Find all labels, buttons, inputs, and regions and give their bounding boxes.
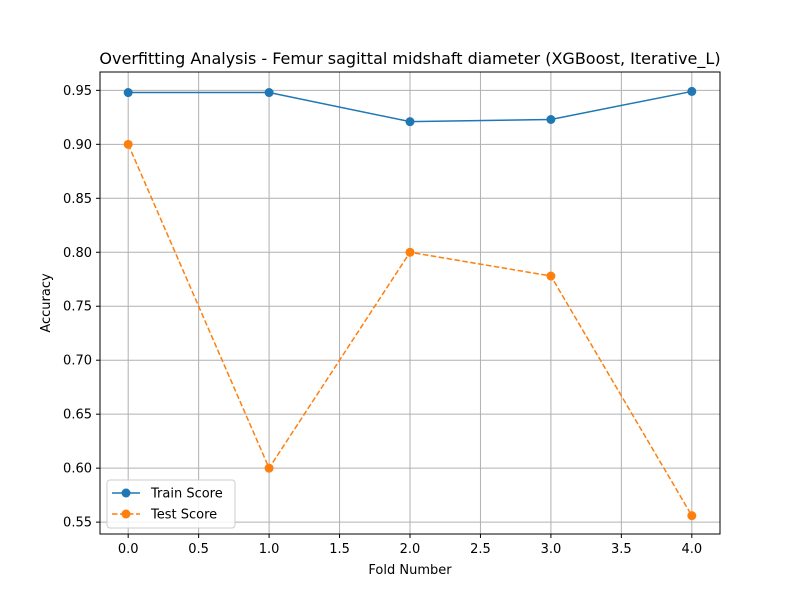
y-tick-label: 0.70 xyxy=(63,354,92,369)
x-tick-label: 2.5 xyxy=(470,542,491,557)
train-score-point xyxy=(546,114,556,124)
x-tick-label: 1.0 xyxy=(259,542,280,557)
x-tick-label: 0.0 xyxy=(118,542,139,557)
train-score-point xyxy=(123,88,133,98)
train-score-point xyxy=(264,88,274,98)
x-tick-label: 1.5 xyxy=(329,542,350,557)
test-score-point xyxy=(405,247,415,257)
y-tick-label: 0.75 xyxy=(63,300,92,315)
y-axis-label: Accuracy xyxy=(39,273,54,333)
chart-title: Overfitting Analysis - Femur sagittal mi… xyxy=(99,49,720,69)
legend-box xyxy=(106,479,236,529)
y-tick-label: 0.65 xyxy=(63,408,92,423)
x-tick-label: 2.0 xyxy=(400,542,421,557)
legend-train-score-marker xyxy=(121,488,131,498)
y-tick-label: 0.60 xyxy=(63,462,92,477)
y-tick-label: 0.90 xyxy=(63,138,92,153)
series-layer xyxy=(123,86,697,521)
train-score-point xyxy=(405,117,415,127)
x-tick-label: 3.5 xyxy=(611,542,632,557)
x-tick-label: 0.5 xyxy=(188,542,209,557)
legend-test-score-label: Test Score xyxy=(150,508,217,523)
y-tick-label: 0.85 xyxy=(63,192,92,207)
y-tick-label: 0.95 xyxy=(63,84,92,99)
test-score-point xyxy=(123,139,133,149)
y-tick-label: 0.80 xyxy=(63,246,92,261)
y-tick-label: 0.55 xyxy=(63,516,92,531)
x-tick-label: 4.0 xyxy=(681,542,702,557)
x-tick-label: 3.0 xyxy=(541,542,562,557)
train-score-point xyxy=(687,86,697,96)
legend-train-score-label: Train Score xyxy=(150,487,223,502)
test-score-point xyxy=(687,511,697,521)
x-axis-label: Fold Number xyxy=(368,563,452,578)
test-score-point xyxy=(264,463,274,473)
test-score-point xyxy=(546,271,556,281)
legend: Train Score Test Score xyxy=(106,479,236,529)
legend-test-score-marker xyxy=(121,509,131,519)
ticks: 0.0 0.5 1.0 1.5 2.0 2.5 3.0 3.5 4.0 0.55 0.60 0.65 0… xyxy=(63,84,702,557)
